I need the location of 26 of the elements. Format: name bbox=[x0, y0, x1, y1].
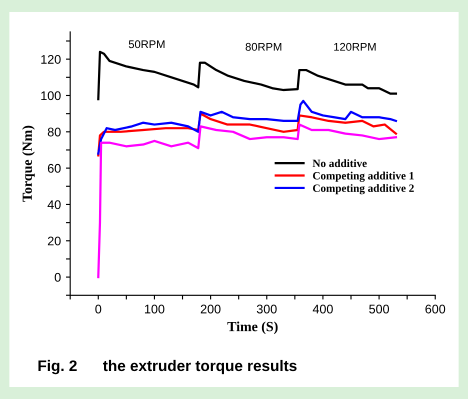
text: Fig. 2 the extruder torque results bbox=[38, 360, 297, 374]
x-tick-label: 0 bbox=[95, 304, 102, 314]
annotation: 120RPM bbox=[334, 42, 376, 51]
x-tick-label: 100 bbox=[144, 304, 164, 314]
y-tick-label: 120 bbox=[41, 54, 61, 64]
x-tick-label: 600 bbox=[425, 304, 446, 314]
y-tick-label: 60 bbox=[48, 164, 61, 173]
x-axis-title: Time (S) bbox=[227, 321, 278, 334]
line-series bbox=[97, 50, 398, 100]
annotation: 80RPM bbox=[246, 42, 282, 51]
y-tick-label: 20 bbox=[48, 236, 61, 246]
y-tick-label: 80 bbox=[48, 128, 61, 136]
y-tick-label: 0 bbox=[54, 272, 61, 282]
legend-label: Competing additive 1 bbox=[312, 172, 414, 182]
x-tick-label: 300 bbox=[256, 304, 277, 314]
x-tick-label: 500 bbox=[369, 304, 390, 314]
x-tick-label: 200 bbox=[200, 304, 221, 314]
y-tick-label: 40 bbox=[48, 200, 61, 210]
y-axis-title: Torque (Nm) bbox=[22, 126, 35, 202]
legend-label: Competing additive 2 bbox=[312, 184, 414, 194]
annotation: 50RPM bbox=[128, 40, 164, 48]
line-series bbox=[97, 100, 398, 155]
y-tick-label: 100 bbox=[41, 91, 61, 100]
legend-label: No additive bbox=[312, 159, 367, 168]
x-tick-label: 400 bbox=[312, 304, 333, 314]
line-series bbox=[97, 112, 398, 157]
